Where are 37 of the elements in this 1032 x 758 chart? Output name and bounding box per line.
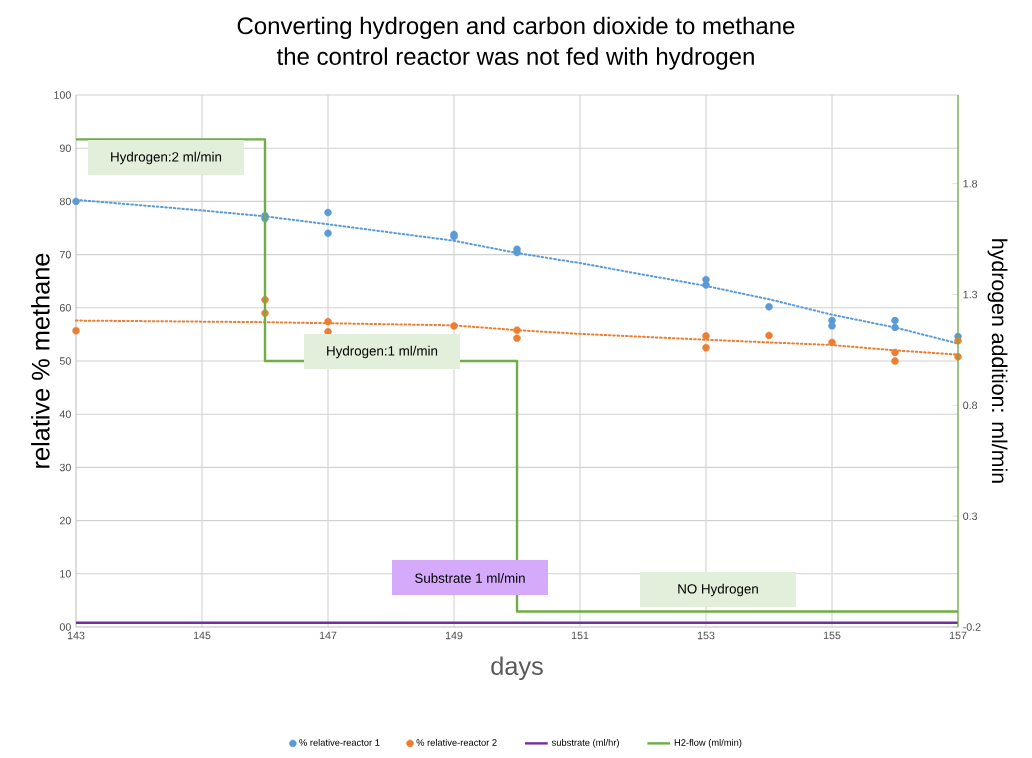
y2-tick-label: 1.8 <box>963 179 978 188</box>
x-tick-label: 145 <box>193 631 211 640</box>
y2-tick-label: -0.2 <box>963 623 981 631</box>
annotation: Substrate 1 ml/min <box>415 573 525 583</box>
y2-tick-label: 0.3 <box>963 512 978 520</box>
annotation: Hydrogen:2 ml/min <box>111 151 222 165</box>
y-tick-label: 90 <box>59 144 71 152</box>
legend-label: H2-flow (ml/min) <box>674 739 742 748</box>
x-tick-label: 157 <box>949 631 967 640</box>
y-tick-label: 10 <box>60 570 71 578</box>
y-tick-label: 80 <box>59 197 71 206</box>
y2-tick-label: 0.8 <box>963 401 978 410</box>
y-tick-label: 70 <box>59 250 71 259</box>
x-tick-label: 155 <box>823 631 841 640</box>
x-tick-label: 143 <box>67 631 85 640</box>
legend-label: % relative-reactor 2 <box>416 739 497 746</box>
y-tick-label: 20 <box>59 516 71 525</box>
y-tick-label: 00 <box>59 623 71 631</box>
y-tick-label: 30 <box>59 463 71 472</box>
annotation: NO Hydrogen <box>678 583 758 597</box>
y2-tick-label: 1.3 <box>963 290 978 299</box>
x-axis-title: days <box>491 656 543 681</box>
x-tick-label: 153 <box>697 631 715 640</box>
legend-label: % relative-reactor 1 <box>299 739 380 746</box>
x-tick-label: 151 <box>571 631 589 640</box>
y-tick-label: 60 <box>59 304 71 312</box>
chart-subtitle: the control reactor was not fed with hydrogen <box>276 47 754 70</box>
x-tick-label: 149 <box>445 631 463 640</box>
annotation: Hydrogen:1 ml/min <box>327 345 438 359</box>
legend-label: substrate (ml/hr) <box>551 739 619 748</box>
y-axis-title: relative % methane <box>31 253 50 468</box>
chart-title: Converting hydrogen and carbon dioxide to methane <box>237 16 795 40</box>
y-tick-label: 100 <box>54 91 71 99</box>
x-tick-label: 147 <box>319 631 337 640</box>
y-tick-label: 50 <box>59 357 71 365</box>
y-tick-label: 40 <box>59 410 71 418</box>
y2-axis-title: hydrogen addition: ml/min <box>987 239 1008 483</box>
